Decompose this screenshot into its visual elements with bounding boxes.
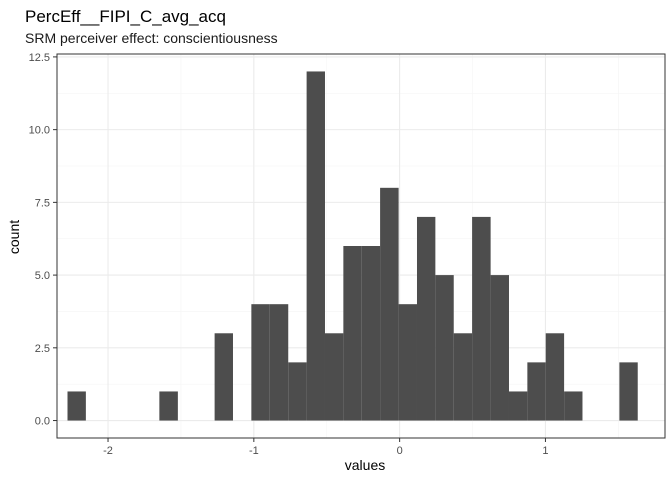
chart-title: PercEff__FIPI_C_avg_acq <box>25 7 226 26</box>
y-tick-label: 10.0 <box>29 125 50 137</box>
histogram-bar <box>67 391 86 421</box>
y-tick-label: 2.5 <box>35 343 50 355</box>
x-tick-label: 1 <box>542 445 548 457</box>
histogram-bar <box>490 275 509 421</box>
y-tick-label: 0.0 <box>35 416 50 428</box>
histogram-bar <box>306 71 325 421</box>
y-tick-label: 5.0 <box>35 270 50 282</box>
histogram-bar <box>398 304 417 421</box>
histogram-bar <box>269 304 289 421</box>
histogram-bar <box>380 187 399 421</box>
histogram-bar <box>453 333 473 421</box>
x-axis-title: values <box>345 457 385 473</box>
histogram-bar <box>545 333 565 421</box>
histogram-bar <box>527 362 546 421</box>
histogram-bar <box>251 304 270 421</box>
chart-subtitle: SRM perceiver effect: conscientiousness <box>25 30 278 46</box>
histogram-bar <box>564 391 583 421</box>
panel-border <box>56 53 666 439</box>
histogram-bar <box>619 362 638 421</box>
y-axis-title: count <box>6 220 22 254</box>
histogram-bar <box>508 391 528 421</box>
histogram-bar <box>435 275 454 421</box>
histogram-bar <box>416 216 436 421</box>
y-tick-label: 7.5 <box>35 197 50 209</box>
x-tick-label: -1 <box>249 445 259 457</box>
plot-panel: -2 -1 0 10.02.55.07.510.012.5 <box>29 52 666 457</box>
histogram-bar <box>288 362 307 421</box>
y-tick-label: 12.5 <box>29 52 50 64</box>
histogram-bar <box>214 333 233 421</box>
histogram-bar <box>159 391 178 421</box>
x-tick-label: -2 <box>103 445 113 457</box>
histogram-bar <box>343 246 362 421</box>
histogram-bar <box>361 246 381 421</box>
histogram-bar <box>324 333 344 421</box>
x-tick-label: 0 <box>397 445 403 457</box>
histogram-bar <box>472 216 491 421</box>
